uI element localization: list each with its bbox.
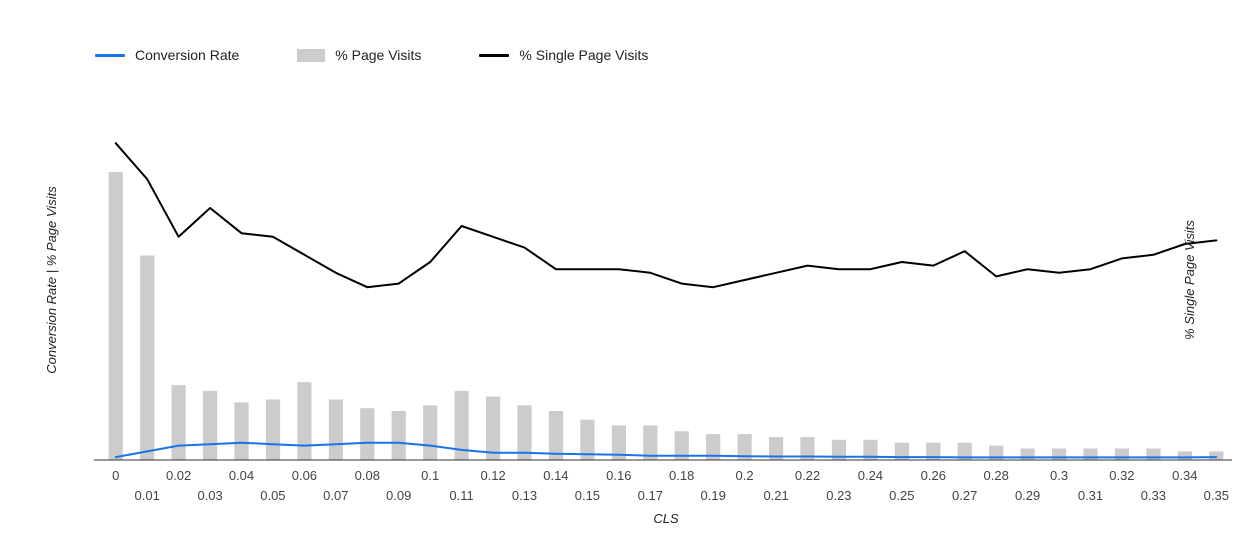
page-visits-bar	[643, 425, 658, 460]
x-tick-label: 0.25	[889, 488, 914, 503]
page-visits-bar	[894, 442, 909, 460]
page-visits-bar	[1020, 448, 1035, 460]
x-tick-label: 0.16	[606, 468, 631, 483]
page-visits-bar	[360, 408, 375, 460]
y-axis-title-right: % Single Page Visits	[1182, 220, 1197, 340]
x-tick-label: 0.05	[260, 488, 285, 503]
y-axis-title-left: Conversion Rate | % Page Visits	[44, 186, 59, 374]
page-visits-bar	[1209, 451, 1224, 460]
legend-item-conversion-rate: Conversion Rate	[95, 47, 239, 63]
page-visits-bar	[800, 437, 815, 460]
page-visits-bar	[548, 411, 564, 460]
legend-item-page-visits: % Page Visits	[297, 47, 421, 63]
page-visits-bar	[957, 442, 972, 460]
page-visits-bar	[769, 437, 784, 460]
x-tick-label: 0.14	[543, 468, 568, 483]
page-visits-bar	[674, 431, 689, 460]
x-tick-label: 0.31	[1078, 488, 1103, 503]
x-tick-label: 0.1	[421, 468, 439, 483]
x-tick-label: 0.04	[229, 468, 254, 483]
legend-item-single-page-visits: % Single Page Visits	[479, 47, 648, 63]
x-axis-title: CLS	[653, 511, 679, 526]
page-visits-bar	[831, 439, 847, 460]
x-tick-label: 0.28	[984, 468, 1009, 483]
x-tick-label: 0.15	[575, 488, 600, 503]
legend-label-conversion-rate: Conversion Rate	[135, 47, 240, 63]
x-tick-label: 0.27	[952, 488, 977, 503]
page-visits-bar-swatch-icon	[297, 48, 326, 62]
page-visits-bar	[1177, 451, 1192, 460]
page-visits-bar	[926, 442, 941, 460]
x-tick-label: 0.23	[826, 488, 851, 503]
page-visits-bar	[328, 399, 343, 460]
chart-legend: Conversion Rate % Page Visits % Single P…	[95, 47, 648, 63]
page-visits-bar	[737, 434, 752, 460]
page-visits-bar	[108, 172, 123, 460]
conversion-rate-line	[114, 441, 1218, 459]
x-tick-label: 0.19	[701, 488, 726, 503]
page-visits-bar	[234, 402, 249, 460]
x-tick-label: 0.34	[1172, 468, 1197, 483]
page-visits-bar	[706, 434, 721, 460]
x-tick-label: 0.07	[323, 488, 348, 503]
single-page-visits-line-swatch-icon	[479, 53, 510, 57]
page-visits-bar	[1052, 448, 1067, 460]
conversion-rate-line-swatch-icon	[95, 53, 125, 57]
page-visits-bar	[1146, 448, 1161, 460]
legend-label-single-page-visits: % Single Page Visits	[519, 47, 649, 63]
x-tick-label: 0.33	[1141, 488, 1166, 503]
page-visits-bar	[863, 439, 878, 460]
x-tick-label: 0.09	[386, 488, 411, 503]
page-visits-bar	[140, 255, 155, 460]
x-tick-label: 0.12	[480, 468, 505, 483]
page-visits-bar	[611, 425, 626, 460]
page-visits-bar	[171, 385, 186, 460]
page-visits-bar	[297, 382, 312, 460]
x-tick-label: 0.24	[858, 468, 883, 483]
x-tick-label: 0.17	[638, 488, 663, 503]
page-visits-bar	[203, 390, 218, 460]
x-tick-label: 0.29	[1015, 488, 1040, 503]
x-tick-label: 0.2	[736, 468, 754, 483]
x-tick-label: 0.26	[921, 468, 946, 483]
legend-label-page-visits: % Page Visits	[335, 47, 422, 63]
page-visits-bar	[486, 396, 501, 460]
x-tick-label: 0.21	[763, 488, 788, 503]
page-visits-bar	[1114, 448, 1130, 460]
x-tick-label: 0.3	[1050, 468, 1068, 483]
page-visits-bar	[391, 411, 406, 460]
x-tick-label: 0.35	[1204, 488, 1229, 503]
page-visits-bar	[580, 419, 595, 460]
x-tick-label: 0.03	[197, 488, 222, 503]
x-tick-label: 0.11	[449, 488, 473, 503]
x-tick-label: 0	[112, 468, 119, 483]
x-tick-label: 0.18	[669, 468, 694, 483]
x-tick-label: 0.02	[166, 468, 191, 483]
x-tick-label: 0.08	[355, 468, 380, 483]
page-visits-bar	[423, 405, 438, 460]
x-tick-label: 0.06	[292, 468, 317, 483]
page-visits-bar	[454, 390, 469, 460]
x-tick-label: 0.32	[1109, 468, 1134, 483]
x-tick-label: 0.22	[795, 468, 820, 483]
x-tick-label: 0.13	[512, 488, 537, 503]
page-visits-bar	[517, 405, 532, 460]
single-page-visits-line	[114, 142, 1218, 289]
page-visits-bar	[1083, 448, 1098, 460]
page-visits-bar	[265, 399, 281, 460]
x-tick-label: 0.01	[135, 488, 160, 503]
